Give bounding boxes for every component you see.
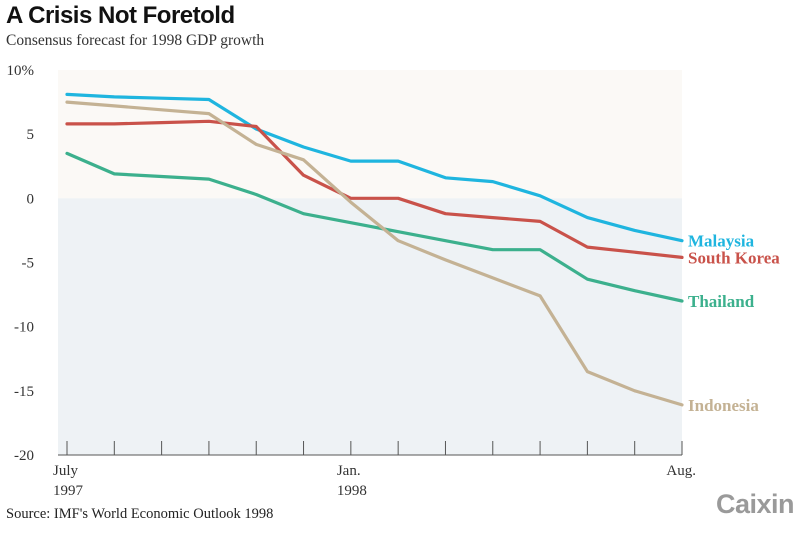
source-note: Source: IMF's World Economic Outlook 199… <box>6 506 274 522</box>
x-tick-label: Aug. <box>666 463 696 479</box>
caixin-logo: Caixin <box>715 489 795 519</box>
y-tick-label: 10% <box>7 63 35 79</box>
y-tick-label: -15 <box>14 384 34 400</box>
chart-title: A Crisis Not Foretold <box>6 2 235 29</box>
series-label-south-korea: South Korea <box>688 248 780 267</box>
series-line-south-korea <box>65 119 684 259</box>
series-label-indonesia: Indonesia <box>688 396 759 415</box>
series-line-indonesia <box>65 100 684 407</box>
series-line-malaysia <box>65 92 684 243</box>
y-tick-label: -20 <box>14 448 34 464</box>
series-label-malaysia: Malaysia <box>688 232 755 251</box>
positive-band <box>58 70 682 199</box>
x-tick-label: Jan. <box>337 463 361 479</box>
x-tick-label: July <box>53 463 79 479</box>
y-tick-label: -10 <box>14 320 34 336</box>
y-tick-label: 0 <box>27 191 35 207</box>
negative-band <box>58 198 682 456</box>
x-tick-label-year: 1998 <box>337 483 367 499</box>
chart-subtitle: Consensus forecast for 1998 GDP growth <box>6 32 265 49</box>
y-tick-label: 5 <box>27 127 35 143</box>
y-tick-label: -5 <box>22 256 35 272</box>
series-label-thailand: Thailand <box>688 292 755 311</box>
x-tick-label-year: 1997 <box>53 483 84 499</box>
series-line-thailand <box>65 151 684 303</box>
